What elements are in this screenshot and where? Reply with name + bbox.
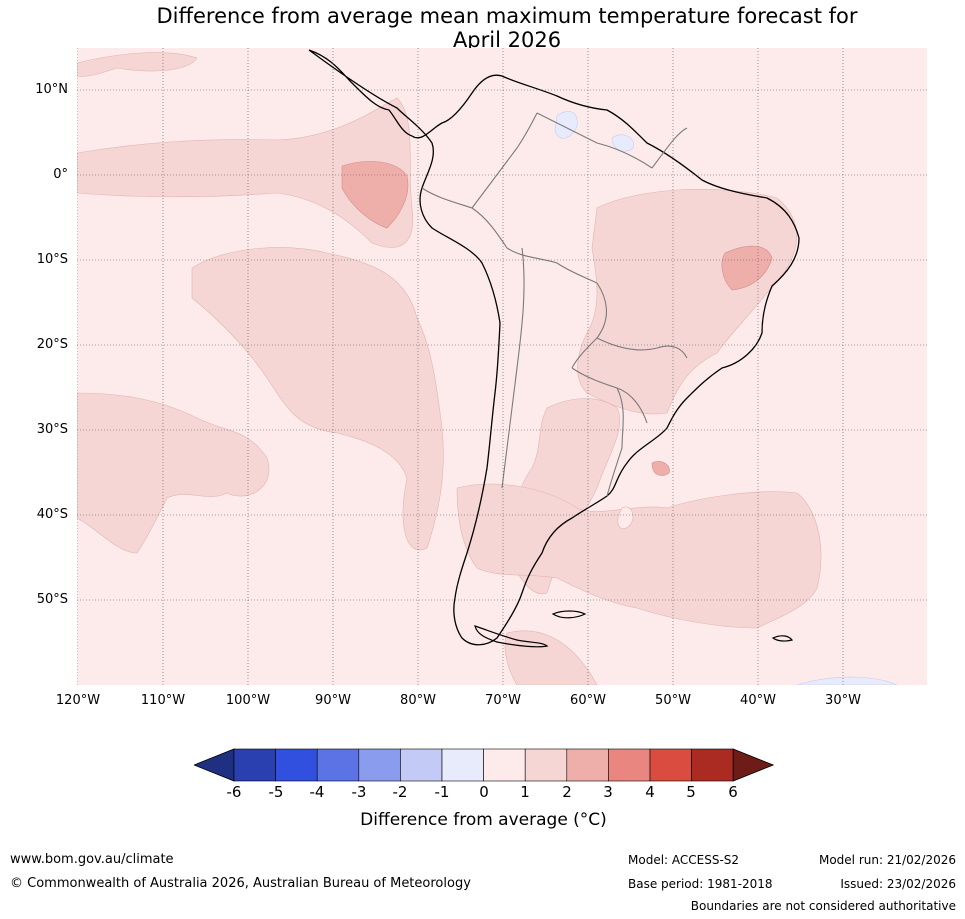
falkland-islands: [551, 610, 587, 619]
anomaly-negative-patches: [554, 111, 898, 685]
lon-label-90w: 90°W: [315, 693, 351, 708]
colorbar-segment: [608, 748, 651, 782]
model-text: Model: ACCESS-S2: [628, 853, 740, 867]
anomaly-2-3-areas: [341, 161, 773, 476]
base-period-text: Base period: 1981-2018: [628, 877, 773, 891]
lon-label-60w: 60°W: [570, 693, 606, 708]
colorbar-segment: [316, 748, 360, 782]
colorbar-tick: 1: [520, 783, 530, 801]
colorbar-segment: [524, 748, 568, 782]
colorbar-segment: [441, 748, 484, 782]
colorbar-arrow-high: [732, 748, 774, 782]
lat-label-30s: 30°S: [36, 422, 68, 437]
south-georgia: [771, 635, 794, 642]
colorbar-segment: [275, 748, 318, 782]
colorbar-segment: [691, 748, 734, 782]
colorbar-title: Difference from average (°C): [360, 810, 607, 830]
lon-label-120w: 120°W: [55, 693, 101, 708]
colorbar-arrow-low: [194, 748, 235, 782]
colorbar-segment: [566, 748, 609, 782]
lon-label-30w: 30°W: [825, 693, 861, 708]
colorbar-segment: [649, 748, 692, 782]
lat-label-20s: 20°S: [36, 337, 68, 352]
colorbar-tick: 0: [479, 783, 489, 801]
lon-label-40w: 40°W: [740, 693, 776, 708]
lat-label-40s: 40°S: [36, 507, 68, 522]
country-boundaries: [421, 112, 688, 497]
colorbar-segment: [400, 748, 443, 782]
colorbar-tick: 2: [562, 783, 572, 801]
colorbar-tick: -2: [392, 783, 408, 801]
colorbar-tick: -1: [434, 783, 450, 801]
lon-label-110w: 110°W: [140, 693, 186, 708]
colorbar-tick: -6: [226, 783, 242, 801]
colorbar-segment: [483, 748, 526, 782]
lon-label-70w: 70°W: [485, 693, 521, 708]
issued-text: Issued: 23/02/2026: [840, 877, 956, 891]
map-title: Difference from average mean maximum tem…: [0, 4, 965, 52]
colorbar-segment: [233, 748, 276, 782]
colorbar-tick: 5: [686, 783, 696, 801]
forecast-map: [77, 48, 927, 685]
lat-label-0: 0°: [53, 167, 68, 182]
title-line-1: Difference from average mean maximum tem…: [156, 4, 858, 28]
colorbar-tick: 6: [728, 783, 738, 801]
website-text: www.bom.gov.au/climate: [10, 852, 174, 867]
colorbar-segment: [358, 748, 401, 782]
lon-label-100w: 100°W: [225, 693, 271, 708]
anomaly-1-2-areas: [77, 52, 822, 685]
colorbar-tick: -3: [351, 783, 367, 801]
colorbar-tick: -5: [268, 783, 284, 801]
model-run-text: Model run: 21/02/2026: [818, 853, 956, 867]
colorbar-tick: 3: [603, 783, 613, 801]
tierra-del-fuego: [474, 625, 549, 648]
anomaly-0-1-patches: [617, 506, 634, 529]
colorbar: [194, 748, 774, 782]
lon-label-80w: 80°W: [400, 693, 436, 708]
lon-label-50w: 50°W: [655, 693, 691, 708]
lat-label-50s: 50°S: [36, 592, 68, 607]
coastline: [308, 49, 800, 646]
lat-label-10s: 10°S: [36, 252, 68, 267]
copyright-text: © Commonwealth of Australia 2026, Austra…: [10, 876, 471, 891]
colorbar-tick: -4: [309, 783, 325, 801]
colorbar-tick: 4: [645, 783, 655, 801]
lat-label-10n: 10°N: [35, 82, 68, 97]
gridlines: [77, 48, 927, 685]
disclaimer-text: Boundaries are not considered authoritat…: [690, 899, 956, 913]
